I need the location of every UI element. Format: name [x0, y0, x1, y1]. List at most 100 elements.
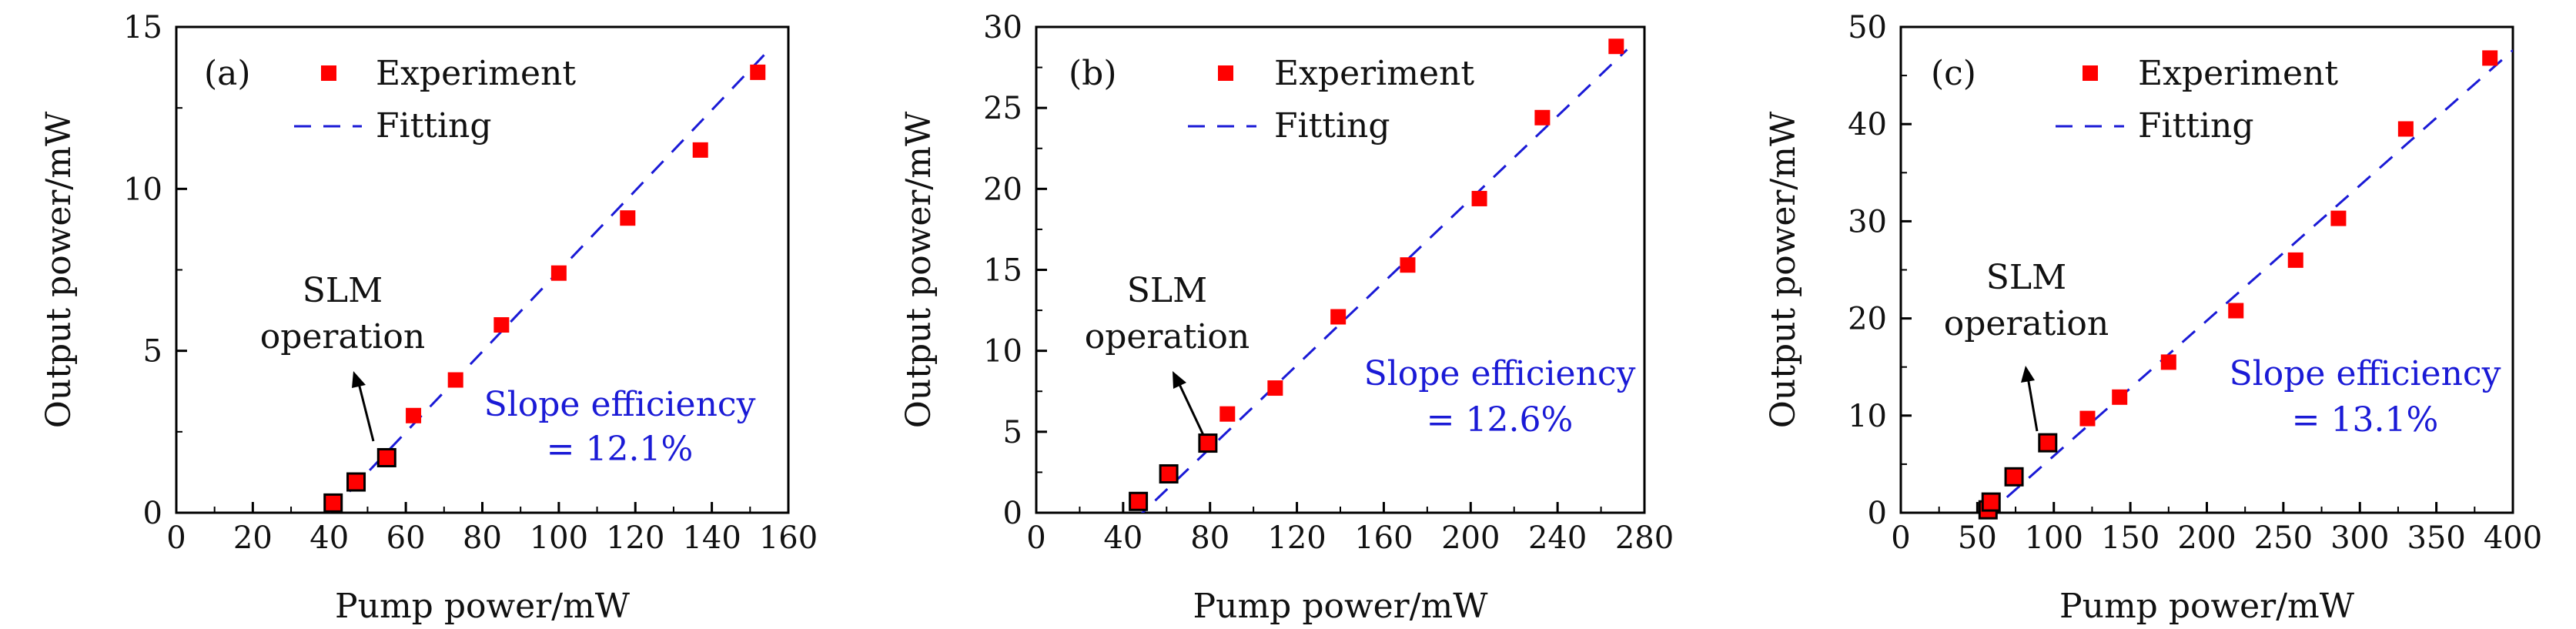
slope-efficiency-value-c: = 13.1%: [2292, 400, 2439, 440]
slm-annotation-line2: operation: [1944, 304, 2109, 343]
slm-annotation-line2: operation: [260, 317, 426, 356]
y-tick-label-c: 0: [1868, 496, 1887, 531]
fitting-line-b: [1140, 49, 1628, 513]
panel-a: 0 20 40 60 80 100 120 140 160 0 5 10 15 Pump power/mW…: [39, 10, 818, 626]
y-tick-label-c: 40: [1848, 107, 1887, 142]
x-tick-label-a: 60: [386, 520, 426, 556]
experiment-point-b: [1400, 257, 1416, 273]
legend-a: Experiment Fitting: [294, 54, 576, 146]
panel-c: 0 50 100 150 200 250 300 350 400 0 10 20 30 40 50 Pump …: [1764, 10, 2542, 626]
legend-experiment-label: Experiment: [1274, 54, 1474, 93]
experiment-point-a: [346, 472, 366, 492]
slope-efficiency-label-b: Slope efficiency: [1364, 354, 1636, 393]
experiment-point-a: [750, 64, 766, 80]
x-tick-label-a: 20: [233, 520, 273, 556]
x-axis-title-a: Pump power/mW: [335, 587, 631, 626]
x-tick-label-c: 250: [2254, 520, 2313, 556]
legend-c: Experiment Fitting: [2056, 54, 2338, 146]
x-tick-label-a: 160: [759, 520, 818, 556]
panel-b: 0 40 80 120 160 200 240 280 0 5 10 15 20 25 30 Pump pow…: [899, 10, 1674, 626]
x-tick-label-b: 0: [1026, 520, 1045, 556]
legend-fitting-label: Fitting: [1274, 106, 1390, 146]
y-tick-label-b: 0: [1003, 496, 1022, 531]
slope-efficiency-value-b: = 12.6%: [1427, 400, 1574, 440]
slope-efficiency-label-c: Slope efficiency: [2230, 354, 2501, 393]
x-tick-label-b: 160: [1354, 520, 1413, 556]
experiment-point-b: [1330, 309, 1347, 325]
x-tick-label-c: 350: [2407, 520, 2465, 556]
y-tick-label-c: 10: [1848, 399, 1887, 434]
y-tick-label-c: 20: [1848, 302, 1887, 337]
experiment-point-c: [2004, 467, 2024, 487]
slm-annotation-line1: SLM: [303, 271, 383, 310]
experiment-point-c: [2228, 303, 2244, 319]
experiment-point-a: [692, 142, 708, 158]
experiment-point-c: [2079, 410, 2096, 427]
slope-efficiency-label-a: Slope efficiency: [484, 385, 756, 424]
slm-annotation-line1: SLM: [1986, 258, 2066, 297]
y-tick-label-b: 25: [983, 91, 1022, 126]
experiment-point-b: [1159, 464, 1179, 484]
x-tick-label-c: 50: [1958, 520, 1997, 556]
experiment-point-c: [2287, 252, 2303, 268]
x-tick-label-a: 40: [309, 520, 349, 556]
fitting-line-c: [1987, 49, 2513, 513]
x-tick-label-b: 280: [1615, 520, 1674, 556]
experiment-point-a: [620, 210, 636, 226]
legend-experiment-label: Experiment: [2138, 54, 2338, 93]
x-tick-label-b: 40: [1103, 520, 1142, 556]
experiment-point-a: [447, 372, 463, 388]
x-tick-label-b: 200: [1441, 520, 1500, 556]
slm-arrow-b: [1176, 380, 1205, 436]
y-tick-label-b: 10: [983, 334, 1022, 370]
experiment-point-b: [1608, 38, 1624, 55]
experiment-point-a: [550, 265, 567, 281]
experiment-point-b: [1534, 109, 1551, 125]
y-tick-label-b: 15: [983, 253, 1022, 289]
panel-label-b: (b): [1069, 54, 1117, 93]
experiment-point-b: [1129, 491, 1149, 511]
x-tick-label-b: 240: [1528, 520, 1587, 556]
experiment-point-c: [2482, 50, 2498, 66]
x-tick-label-c: 150: [2101, 520, 2159, 556]
experiment-point-b: [1267, 380, 1283, 396]
y-tick-label-c: 50: [1848, 10, 1887, 45]
plot-area-a: 0 20 40 60 80 100 120 140 160 0 5 10 15 Pump power/mW…: [39, 10, 818, 626]
x-tick-label-c: 400: [2484, 520, 2542, 556]
x-tick-label-a: 120: [606, 520, 664, 556]
x-tick-label-a: 80: [463, 520, 502, 556]
y-tick-label-a: 0: [143, 496, 162, 531]
slm-annotation-line1: SLM: [1127, 271, 1207, 310]
experiment-point-c: [2330, 210, 2347, 226]
experiment-point-b: [1219, 406, 1236, 422]
panel-label-a: (a): [204, 54, 251, 93]
legend-fitting-label: Fitting: [2138, 106, 2254, 146]
experiment-point-a: [406, 407, 422, 423]
legend-experiment-label: Experiment: [376, 54, 576, 93]
y-axis-title-a: Output power/mW: [39, 111, 79, 428]
legend-experiment-marker: [321, 65, 336, 81]
legend-experiment-marker: [2083, 65, 2098, 81]
x-tick-label-a: 0: [166, 520, 186, 556]
experiment-point-c: [2160, 354, 2176, 370]
legend-b: Experiment Fitting: [1188, 54, 1474, 146]
y-tick-label-b: 20: [983, 172, 1022, 207]
fitting-line-a: [328, 49, 771, 513]
slm-annotation-line2: operation: [1085, 317, 1250, 356]
panel-label-c: (c): [1931, 54, 1976, 93]
y-axis-title-b: Output power/mW: [899, 111, 938, 428]
slm-arrowhead-b: [1173, 371, 1186, 389]
slm-arrowhead-a: [352, 371, 366, 388]
x-tick-label-c: 300: [2330, 520, 2389, 556]
y-tick-label-a: 5: [143, 334, 162, 370]
x-tick-label-c: 100: [2025, 520, 2083, 556]
slm-arrowhead-c: [2021, 366, 2035, 383]
x-axis-title-c: Pump power/mW: [2059, 587, 2355, 626]
slm-arrow-c: [2026, 376, 2039, 432]
y-tick-label-a: 10: [123, 172, 162, 207]
experiment-point-c: [2038, 433, 2058, 453]
x-tick-label-b: 120: [1267, 520, 1326, 556]
experiment-point-c: [2112, 389, 2128, 405]
experiment-point-a: [376, 447, 396, 467]
